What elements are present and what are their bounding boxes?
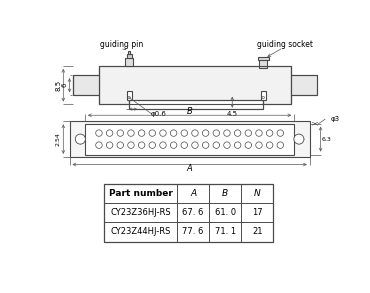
Bar — [73, 75, 99, 95]
Circle shape — [256, 142, 262, 148]
Circle shape — [266, 142, 273, 148]
Bar — [85, 124, 294, 154]
Text: 21: 21 — [252, 227, 263, 236]
Circle shape — [96, 142, 102, 148]
Circle shape — [192, 142, 198, 148]
Bar — [70, 121, 310, 157]
Text: 61. 0: 61. 0 — [215, 208, 236, 217]
Circle shape — [224, 130, 230, 136]
Text: guiding pin: guiding pin — [100, 40, 143, 49]
Circle shape — [106, 130, 113, 136]
Text: 71. 1: 71. 1 — [215, 227, 236, 236]
Circle shape — [138, 130, 145, 136]
Circle shape — [160, 130, 166, 136]
Text: A: A — [190, 189, 196, 198]
Bar — [99, 66, 291, 105]
Circle shape — [245, 130, 252, 136]
Text: 2.54: 2.54 — [56, 132, 60, 146]
Text: 6: 6 — [62, 83, 68, 87]
Circle shape — [277, 142, 283, 148]
Circle shape — [181, 142, 188, 148]
Bar — [127, 54, 131, 58]
Bar — [258, 57, 269, 60]
Bar — [127, 91, 131, 100]
Bar — [129, 100, 263, 109]
Text: CY23Z44HJ-RS: CY23Z44HJ-RS — [111, 227, 171, 236]
Circle shape — [234, 142, 241, 148]
Bar — [291, 75, 317, 95]
Circle shape — [181, 130, 188, 136]
Text: B: B — [222, 189, 228, 198]
Circle shape — [138, 142, 145, 148]
Circle shape — [170, 130, 177, 136]
Bar — [104, 184, 273, 241]
Circle shape — [234, 130, 241, 136]
Text: 6.3: 6.3 — [322, 137, 332, 142]
Circle shape — [117, 130, 124, 136]
Text: 4.5: 4.5 — [227, 111, 238, 117]
Circle shape — [266, 130, 273, 136]
Circle shape — [170, 142, 177, 148]
Text: N: N — [254, 189, 260, 198]
Text: 67. 6: 67. 6 — [182, 208, 204, 217]
Text: 77. 6: 77. 6 — [182, 227, 204, 236]
Bar — [125, 58, 133, 66]
Circle shape — [277, 130, 283, 136]
Circle shape — [128, 130, 134, 136]
Circle shape — [96, 130, 102, 136]
Circle shape — [128, 142, 134, 148]
Circle shape — [202, 142, 209, 148]
Text: A: A — [187, 164, 192, 173]
Circle shape — [213, 130, 219, 136]
Bar — [259, 58, 267, 67]
Circle shape — [224, 142, 230, 148]
Text: CY23Z36HJ-RS: CY23Z36HJ-RS — [110, 208, 171, 217]
Circle shape — [256, 130, 262, 136]
Text: B: B — [187, 107, 192, 116]
Circle shape — [106, 142, 113, 148]
Circle shape — [245, 142, 252, 148]
Circle shape — [213, 142, 219, 148]
Circle shape — [117, 142, 124, 148]
Circle shape — [202, 130, 209, 136]
Bar — [261, 91, 266, 100]
Circle shape — [75, 134, 85, 144]
Circle shape — [149, 142, 155, 148]
Text: 17: 17 — [252, 208, 263, 217]
Circle shape — [294, 134, 304, 144]
Text: Part number: Part number — [109, 189, 173, 198]
Text: φ3: φ3 — [331, 116, 340, 122]
Circle shape — [160, 142, 166, 148]
Circle shape — [192, 130, 198, 136]
Bar — [128, 51, 130, 54]
Text: φ0.6: φ0.6 — [151, 111, 167, 117]
Text: guiding socket: guiding socket — [257, 40, 313, 49]
Circle shape — [149, 130, 155, 136]
Text: 8.5: 8.5 — [56, 80, 62, 91]
